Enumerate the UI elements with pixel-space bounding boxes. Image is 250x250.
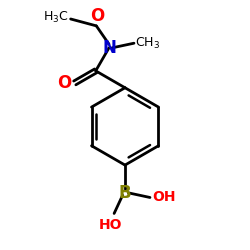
Text: N: N: [102, 39, 116, 57]
Text: O: O: [57, 74, 71, 92]
Text: OH: OH: [152, 190, 176, 204]
Text: B: B: [119, 184, 131, 202]
Text: HO: HO: [99, 218, 122, 232]
Text: $\mathregular{H_3C}$: $\mathregular{H_3C}$: [43, 10, 69, 25]
Text: $\mathregular{CH_3}$: $\mathregular{CH_3}$: [135, 36, 160, 51]
Text: O: O: [90, 7, 105, 25]
